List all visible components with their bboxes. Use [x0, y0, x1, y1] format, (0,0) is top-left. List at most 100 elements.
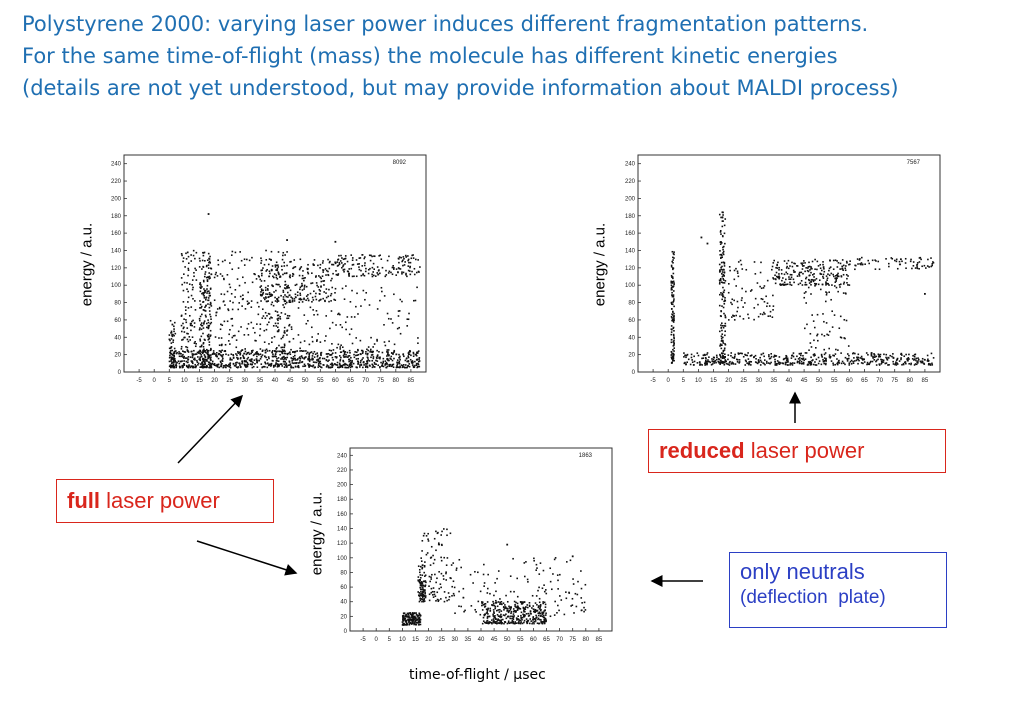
scatter-point — [380, 361, 382, 364]
scatter-point — [900, 357, 902, 359]
scatter-point — [209, 329, 212, 332]
scatter-point — [540, 621, 542, 623]
scatter-point — [494, 621, 497, 623]
scatter-point — [367, 346, 370, 348]
scatter-point — [671, 303, 674, 306]
scatter-point — [720, 242, 723, 244]
scatter-point — [309, 351, 312, 354]
scatter-point — [420, 594, 423, 596]
scatter-point — [534, 620, 537, 622]
y-tick-label: 0 — [118, 370, 122, 376]
scatter-point — [305, 285, 308, 288]
scatter-point — [719, 250, 721, 252]
scatter-point — [828, 267, 831, 270]
scatter-point — [448, 595, 451, 598]
scatter-point — [425, 535, 428, 537]
scatter-point — [523, 614, 525, 617]
scatter-point — [398, 261, 400, 264]
scatter-point — [281, 268, 283, 271]
scatter-point — [283, 349, 286, 352]
scatter-point — [799, 282, 802, 285]
scatter-point — [829, 259, 831, 262]
scatter-point — [804, 352, 807, 354]
scatter-point — [355, 351, 358, 354]
scatter-point — [828, 284, 830, 286]
scatter-point — [199, 338, 201, 341]
scatter-point — [372, 357, 375, 360]
scatter-point — [172, 339, 175, 341]
scatter-point — [173, 325, 175, 328]
scatter-point — [780, 283, 783, 286]
scatter-point — [759, 271, 762, 274]
scatter-point — [171, 349, 174, 352]
scatter-point — [469, 573, 472, 576]
scatter-point — [276, 358, 278, 360]
title-line-3: (details are not yet understood, but may… — [22, 76, 899, 100]
scatter-point — [216, 365, 219, 367]
scatter-point — [719, 279, 722, 282]
scatter-point — [563, 613, 566, 616]
scatter-point — [173, 334, 175, 337]
scatter-point — [194, 257, 196, 260]
scatter-point — [287, 352, 290, 355]
scatter-point — [206, 288, 208, 290]
scatter-point — [187, 290, 189, 293]
scatter-point — [284, 287, 287, 290]
scatter-point — [214, 273, 217, 276]
scatter-point — [323, 291, 325, 293]
scatter-point — [278, 365, 280, 368]
plot-frame — [637, 154, 941, 373]
scatter-point — [351, 289, 353, 292]
scatter-point — [200, 306, 202, 309]
scatter-point — [199, 307, 201, 309]
scatter-point — [202, 363, 205, 366]
scatter-point — [292, 273, 295, 276]
scatter-point — [342, 265, 344, 268]
scatter-point — [210, 321, 213, 324]
scatter-point — [329, 260, 331, 263]
scatter-point — [405, 273, 407, 276]
scatter-point — [755, 357, 757, 360]
scatter-point — [528, 602, 531, 604]
scatter-point — [338, 254, 340, 257]
scatter-point — [312, 263, 315, 265]
scatter-point — [383, 324, 385, 326]
scatter-point — [379, 356, 381, 359]
scatter-point — [281, 336, 284, 339]
scatter-point — [419, 594, 422, 597]
scatter-point — [337, 312, 340, 315]
scatter-point — [723, 291, 725, 294]
scatter-point — [254, 331, 256, 334]
scatter-point — [428, 575, 431, 578]
scatter-point — [402, 617, 404, 619]
scatter-point — [842, 362, 845, 364]
scatter-point — [204, 359, 207, 361]
scatter-point — [271, 317, 273, 319]
scatter-point — [351, 257, 354, 259]
scatter-point — [848, 284, 851, 286]
scatter-point — [769, 315, 771, 317]
scatter-point — [383, 341, 386, 343]
scatter-point — [397, 366, 400, 369]
scatter-point — [431, 573, 433, 576]
scatter-point — [269, 295, 272, 297]
scatter-point — [275, 276, 278, 279]
scatter-point — [197, 356, 199, 358]
scatter-point — [395, 353, 398, 356]
scatter-point — [361, 254, 364, 256]
scatter-point — [498, 608, 501, 611]
scatter-point — [364, 298, 366, 301]
scatter-point — [280, 363, 283, 366]
scatter-point — [308, 363, 311, 366]
scatter-point — [803, 264, 805, 267]
scatter-point — [194, 345, 197, 348]
scatter-point — [814, 354, 816, 357]
scatter-point — [699, 363, 701, 366]
scatter-point — [889, 354, 891, 357]
scatter-point — [721, 360, 723, 363]
scatter-point — [187, 349, 189, 352]
scatter-point — [319, 267, 321, 269]
reduced-power-label-bold: reduced — [659, 438, 745, 463]
scatter-point — [401, 364, 404, 367]
scatter-point — [472, 582, 474, 584]
